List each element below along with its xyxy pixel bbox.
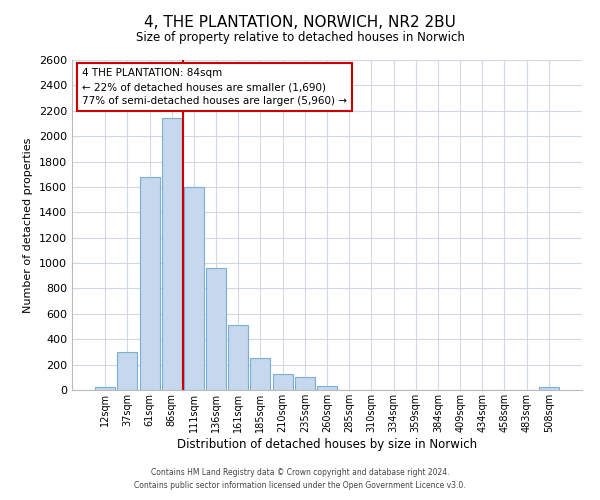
Text: Contains HM Land Registry data © Crown copyright and database right 2024.
Contai: Contains HM Land Registry data © Crown c… [134,468,466,490]
Bar [539,388,559,390]
Bar [317,386,337,390]
Bar [95,388,115,390]
Text: 4, THE PLANTATION, NORWICH, NR2 2BU: 4, THE PLANTATION, NORWICH, NR2 2BU [144,15,456,30]
Bar [140,177,160,390]
Bar [250,358,271,390]
Text: Size of property relative to detached houses in Norwich: Size of property relative to detached ho… [136,31,464,44]
Bar [206,268,226,390]
Y-axis label: Number of detached properties: Number of detached properties [23,138,34,312]
Bar [272,374,293,390]
Bar [295,378,315,390]
X-axis label: Distribution of detached houses by size in Norwich: Distribution of detached houses by size … [177,438,477,450]
Bar [118,352,137,390]
Bar [162,118,182,390]
Bar [184,187,204,390]
Text: 4 THE PLANTATION: 84sqm
← 22% of detached houses are smaller (1,690)
77% of semi: 4 THE PLANTATION: 84sqm ← 22% of detache… [82,68,347,106]
Bar [228,326,248,390]
